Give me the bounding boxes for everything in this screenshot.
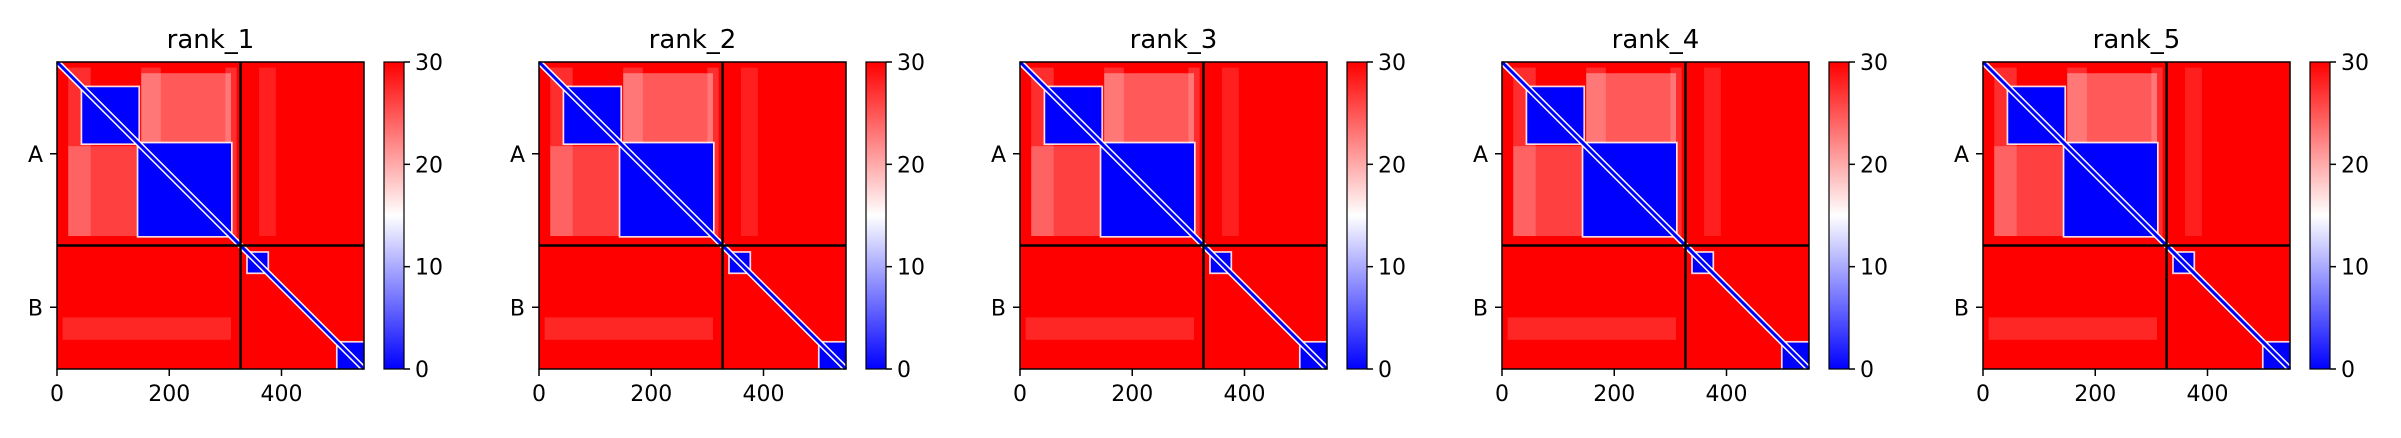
diagonal (1018, 60, 1329, 371)
colorbar (1346, 61, 1368, 370)
y-tick-label: B (1473, 296, 1488, 321)
colorbar-tick-label: 10 (1378, 256, 1406, 281)
colorbar (865, 61, 887, 370)
colorbar-tick-label: 20 (1378, 153, 1406, 178)
panel-title: rank_4 (1612, 25, 1700, 55)
panel-title: rank_2 (649, 25, 737, 55)
x-tick-label: 400 (2186, 382, 2228, 407)
colorbar-tick-label: 20 (2341, 153, 2369, 178)
colorbar (2309, 61, 2331, 370)
colorbar-tick-label: 10 (1860, 256, 1888, 281)
colorbar (383, 61, 405, 370)
interdomain-region (623, 73, 713, 147)
colorbar-tick-label: 30 (1378, 51, 1406, 76)
pae-matrix (536, 59, 849, 372)
colorbar-tick-label: 0 (2341, 358, 2355, 383)
y-tick-label: A (28, 143, 43, 168)
y-tick-label: A (991, 143, 1006, 168)
x-tick-label: 0 (532, 382, 546, 407)
interdomain-region (1586, 73, 1676, 147)
diagonal (537, 60, 848, 371)
low-confidence-band (1704, 67, 1721, 236)
colorbar-tick-label: 20 (897, 153, 925, 178)
low-confidence-band (62, 317, 231, 340)
colorbar-tick-label: 30 (1860, 51, 1888, 76)
x-tick-label: 0 (1495, 382, 1509, 407)
pae-panel: rank_1 0 200 400 A B 0 10 20 30 (28, 25, 443, 407)
diagonal (1981, 60, 2292, 371)
x-tick-label: 400 (742, 382, 784, 407)
panel-title: rank_5 (2093, 25, 2181, 55)
diagonal (55, 60, 366, 371)
interdomain-region (550, 146, 624, 236)
x-tick-label: 200 (1593, 382, 1635, 407)
pae-panel: rank_3 0 200 400 A B 0 10 20 30 (991, 25, 1406, 407)
pae-matrix (1017, 59, 1330, 372)
colorbar-tick-label: 10 (897, 256, 925, 281)
low-confidence-band (2185, 67, 2202, 236)
pae-matrix (1499, 59, 1812, 372)
interdomain-region (1104, 73, 1194, 147)
colorbar-tick-label: 20 (1860, 153, 1888, 178)
x-tick-label: 200 (148, 382, 190, 407)
colorbar-tick-label: 0 (415, 358, 429, 383)
colorbar-tick-label: 10 (415, 256, 443, 281)
pae-panel: rank_4 0 200 400 A B 0 10 20 30 (1473, 25, 1888, 407)
low-confidence-band (259, 67, 276, 236)
interdomain-region (1031, 146, 1105, 236)
colorbar-tick-label: 20 (415, 153, 443, 178)
low-confidence-band (1507, 317, 1676, 340)
axes-frame (56, 61, 365, 370)
x-tick-label: 400 (1705, 382, 1747, 407)
y-tick-label: B (510, 296, 525, 321)
pae-panel: rank_2 0 200 400 A B 0 10 20 30 (510, 25, 925, 407)
axes-frame (1019, 61, 1328, 370)
y-tick-label: A (1473, 143, 1488, 168)
low-confidence-band (1222, 67, 1239, 236)
x-tick-label: 0 (1976, 382, 1990, 407)
pae-matrix (1980, 59, 2293, 372)
interdomain-region (2067, 73, 2157, 147)
colorbar-tick-label: 0 (1378, 358, 1392, 383)
x-tick-label: 400 (260, 382, 302, 407)
x-tick-label: 0 (50, 382, 64, 407)
interdomain-region (68, 146, 142, 236)
pae-panel: rank_5 0 200 400 A B 0 10 20 30 (1954, 25, 2369, 407)
interdomain-region (1513, 146, 1587, 236)
colorbar-tick-label: 30 (415, 51, 443, 76)
axes-frame (538, 61, 847, 370)
x-tick-label: 200 (1111, 382, 1153, 407)
y-tick-label: B (28, 296, 43, 321)
axes-frame (1501, 61, 1810, 370)
y-tick-label: A (510, 143, 525, 168)
low-confidence-band (1988, 317, 2157, 340)
colorbar (1828, 61, 1850, 370)
pae-matrix (54, 59, 367, 372)
x-tick-label: 400 (1223, 382, 1265, 407)
colorbar-tick-label: 10 (2341, 256, 2369, 281)
interdomain-region (141, 73, 231, 147)
panel-title: rank_3 (1130, 25, 1218, 55)
low-confidence-band (1025, 317, 1194, 340)
y-tick-label: A (1954, 143, 1969, 168)
y-tick-label: B (991, 296, 1006, 321)
colorbar-tick-label: 0 (897, 358, 911, 383)
colorbar-tick-label: 0 (1860, 358, 1874, 383)
y-tick-label: B (1954, 296, 1969, 321)
colorbar-tick-label: 30 (2341, 51, 2369, 76)
interdomain-region (1994, 146, 2068, 236)
low-confidence-band (741, 67, 758, 236)
panel-title: rank_1 (167, 25, 255, 55)
x-tick-label: 0 (1013, 382, 1027, 407)
x-tick-label: 200 (630, 382, 672, 407)
colorbar-tick-label: 30 (897, 51, 925, 76)
axes-frame (1982, 61, 2291, 370)
x-tick-label: 200 (2074, 382, 2116, 407)
low-confidence-band (544, 317, 713, 340)
diagonal (1500, 60, 1811, 371)
